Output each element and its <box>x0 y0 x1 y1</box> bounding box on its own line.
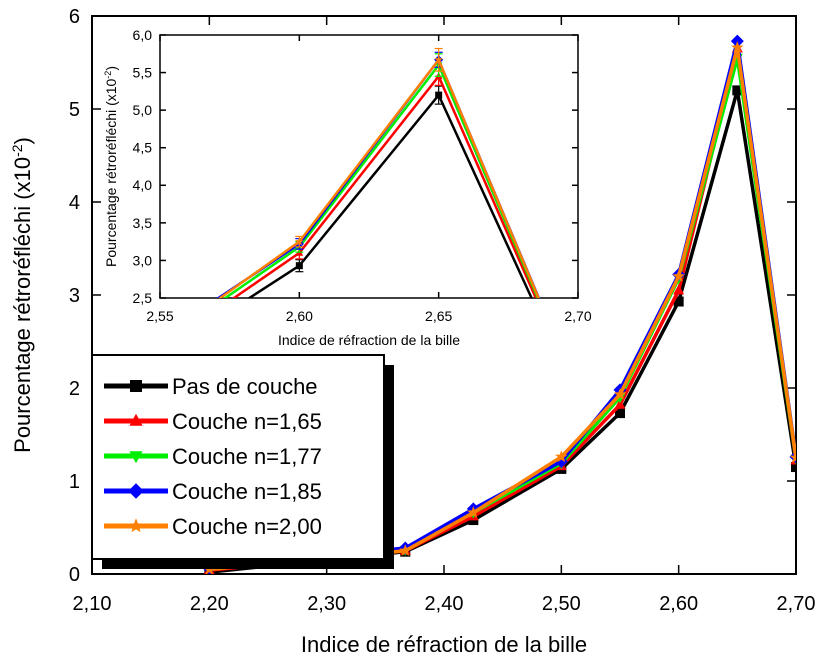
x-tick-label: 2,65 <box>425 308 452 324</box>
data-point <box>295 262 303 270</box>
data-point <box>467 506 480 518</box>
series-couche-n-2-00 <box>218 47 540 298</box>
x-tick-label: 2,60 <box>659 593 698 615</box>
data-point <box>614 398 626 409</box>
x-tick-label: 2,70 <box>777 593 816 615</box>
data-point <box>435 91 443 99</box>
legend: Pas de couche Couche n=1,65 Couche n=1,77 C… <box>91 354 394 569</box>
legend-marker <box>128 518 144 533</box>
y-axis-title: Pourcentage rétroréfléchi (x10-2) <box>103 66 119 267</box>
x-axis-title: Indice de réfraction de la bille <box>301 632 587 657</box>
legend-label: Couche n=1,77 <box>172 444 322 469</box>
y-axis-title: Pourcentage rétroréfléchi (x10-2) <box>9 137 35 453</box>
y-tick-label: 6,0 <box>133 27 153 43</box>
legend-marker <box>130 380 142 392</box>
legend-label: Couche n=1,65 <box>172 409 322 434</box>
y-tick-label: 0 <box>69 564 80 586</box>
legend-label: Couche n=1,85 <box>172 479 322 504</box>
legend-item: Couche n=2,00 <box>104 514 322 539</box>
data-point <box>672 269 685 282</box>
x-tick-label: 2,55 <box>146 308 173 324</box>
y-tick-label: 4,5 <box>133 140 153 156</box>
y-tick-label: 2 <box>69 378 80 400</box>
legend-label: Couche n=2,00 <box>172 514 322 539</box>
series-pas-de-couche <box>247 85 533 298</box>
x-tick-label: 2,30 <box>307 593 346 615</box>
y-tick-label: 5 <box>69 99 80 121</box>
x-tick-label: 2,70 <box>564 308 591 324</box>
legend-marker <box>128 483 144 499</box>
x-axis-title: Indice de réfraction de la bille <box>278 332 460 348</box>
data-point <box>732 85 743 96</box>
y-tick-label: 4 <box>69 192 80 214</box>
data-point <box>295 237 304 246</box>
y-tick-label: 4,0 <box>133 177 153 193</box>
series-line <box>218 57 540 298</box>
plot-area <box>202 34 796 574</box>
data-point <box>791 462 796 473</box>
x-tick-label: 2,20 <box>190 593 229 615</box>
legend-label: Pas de couche <box>172 374 318 399</box>
data-point <box>731 41 744 53</box>
data-point <box>730 34 744 48</box>
legend-marker <box>129 451 143 464</box>
x-tick-label: 2,60 <box>286 308 313 324</box>
series-line <box>209 47 796 572</box>
y-tick-label: 3,0 <box>133 252 153 268</box>
legend-marker <box>129 413 143 426</box>
legend-item: Couche n=1,77 <box>104 444 322 469</box>
series-couche-n-2-00 <box>203 41 796 574</box>
x-tick-label: 2,50 <box>542 593 581 615</box>
legend-item: Pas de couche <box>104 374 318 399</box>
y-tick-label: 2,5 <box>133 290 153 306</box>
legend-item: Couche n=1,85 <box>104 479 322 504</box>
series-line <box>247 92 533 298</box>
series-line <box>231 73 538 298</box>
data-point <box>789 451 796 464</box>
y-tick-label: 1 <box>69 471 80 493</box>
y-tick-label: 5,0 <box>133 102 153 118</box>
x-tick-label: 2,40 <box>425 593 464 615</box>
data-point <box>613 388 627 400</box>
data-point <box>399 544 412 557</box>
y-tick-label: 5,5 <box>133 64 153 80</box>
legend-item: Couche n=1,65 <box>104 409 322 434</box>
data-point <box>673 284 685 295</box>
plot-area <box>216 47 541 298</box>
x-tick-label: 2,10 <box>73 593 112 615</box>
data-point <box>615 408 625 419</box>
inset-plot: 2,55 2,60 2,65 2,70 2,5 3,0 3,5 4,0 4,5 5,0 5,5 6,0… <box>103 27 592 348</box>
y-tick-label: 3 <box>69 285 80 307</box>
data-point <box>673 296 684 307</box>
y-tick-label: 6 <box>69 6 80 28</box>
data-point <box>555 450 568 463</box>
data-point <box>434 55 443 64</box>
y-tick-label: 3,5 <box>133 215 153 231</box>
